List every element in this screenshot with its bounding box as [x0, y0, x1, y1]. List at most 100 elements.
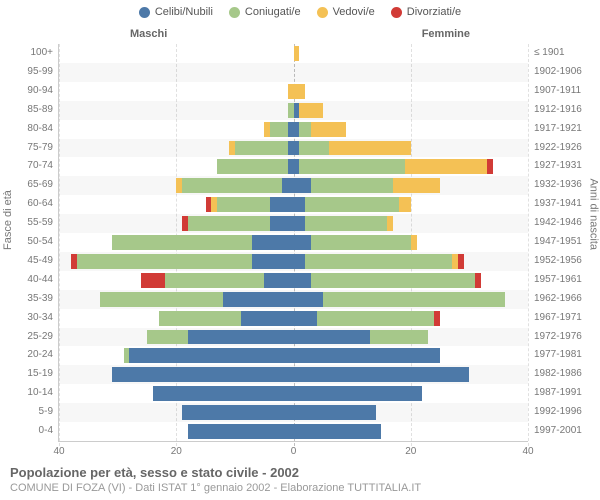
bar-segment: [393, 178, 440, 193]
bar-segment: [305, 197, 399, 212]
bar-segment: [405, 159, 487, 174]
age-label: 90-94: [27, 82, 59, 101]
bar-female: [294, 424, 529, 439]
age-row: 80-841917-1921: [59, 120, 528, 139]
age-row: 55-591942-1946: [59, 214, 528, 233]
birth-year-label: 1967-1971: [528, 309, 582, 328]
birth-year-label: 1997-2001: [528, 422, 582, 441]
legend-item: Vedovi/e: [317, 6, 375, 18]
bar-female: [294, 65, 529, 80]
bar-female: [294, 311, 529, 326]
age-label: 80-84: [27, 120, 59, 139]
chart-footer: Popolazione per età, sesso e stato civil…: [10, 465, 590, 494]
bar-segment: [294, 292, 323, 307]
age-row: 5-91992-1996: [59, 403, 528, 422]
bar-segment: [252, 235, 293, 250]
bar-male: [59, 273, 294, 288]
legend-label: Coniugati/e: [245, 6, 301, 18]
y-axis-left-title: Fasce di età: [2, 190, 14, 250]
bar-female: [294, 159, 529, 174]
age-row: 65-691932-1936: [59, 176, 528, 195]
bar-segment: [182, 178, 282, 193]
bar-male: [59, 235, 294, 250]
bar-female: [294, 122, 529, 137]
bar-segment: [329, 141, 411, 156]
bar-male: [59, 65, 294, 80]
bar-segment: [487, 159, 493, 174]
chart-title: Popolazione per età, sesso e stato civil…: [10, 465, 590, 480]
bar-segment: [299, 122, 311, 137]
legend-item: Celibi/Nubili: [139, 6, 213, 18]
bar-male: [59, 159, 294, 174]
legend: Celibi/Nubili Coniugati/e Vedovi/e Divorzia…: [0, 6, 600, 21]
bar-male: [59, 197, 294, 212]
age-label: 5-9: [39, 403, 59, 422]
bar-female: [294, 235, 529, 250]
bar-segment: [223, 292, 293, 307]
x-tick-label: 20: [405, 441, 416, 457]
age-row: 85-891912-1916: [59, 101, 528, 120]
bar-segment: [311, 235, 411, 250]
age-label: 10-14: [27, 384, 59, 403]
bar-segment: [165, 273, 265, 288]
bar-female: [294, 348, 529, 363]
birth-year-label: 1907-1911: [528, 82, 581, 101]
bar-segment: [294, 348, 441, 363]
bar-segment: [217, 197, 270, 212]
birth-year-label: 1982-1986: [528, 365, 582, 384]
bar-male: [59, 386, 294, 401]
bar-segment: [282, 178, 294, 193]
bar-female: [294, 292, 529, 307]
age-row: 95-991902-1906: [59, 63, 528, 82]
birth-year-label: ≤ 1901: [528, 44, 565, 63]
bar-segment: [305, 254, 452, 269]
female-header: Femmine: [422, 28, 470, 40]
legend-label: Vedovi/e: [333, 6, 375, 18]
age-row: 25-291972-1976: [59, 328, 528, 347]
bar-segment: [311, 178, 393, 193]
bar-male: [59, 178, 294, 193]
bar-segment: [299, 141, 328, 156]
bar-male: [59, 122, 294, 137]
birth-year-label: 1912-1916: [528, 101, 582, 120]
birth-year-label: 1952-1956: [528, 252, 582, 271]
bar-segment: [323, 292, 505, 307]
bar-segment: [299, 159, 405, 174]
bar-male: [59, 254, 294, 269]
legend-swatch: [139, 7, 150, 18]
bar-male: [59, 367, 294, 382]
legend-swatch: [229, 7, 240, 18]
birth-year-label: 1917-1921: [528, 120, 582, 139]
bar-segment: [153, 386, 294, 401]
bar-female: [294, 46, 529, 61]
bar-segment: [235, 141, 288, 156]
age-label: 40-44: [27, 271, 59, 290]
bar-female: [294, 197, 529, 212]
bar-segment: [294, 273, 312, 288]
bar-segment: [129, 348, 293, 363]
birth-year-label: 1902-1906: [528, 63, 582, 82]
bar-male: [59, 141, 294, 156]
bar-segment: [299, 103, 322, 118]
bar-segment: [270, 197, 293, 212]
bar-segment: [294, 405, 376, 420]
bar-female: [294, 405, 529, 420]
bar-segment: [112, 367, 294, 382]
bar-segment: [188, 330, 294, 345]
age-label: 75-79: [27, 139, 59, 158]
age-label: 50-54: [27, 233, 59, 252]
bar-segment: [100, 292, 223, 307]
age-label: 15-19: [27, 365, 59, 384]
bar-female: [294, 141, 529, 156]
age-label: 100+: [30, 44, 59, 63]
bar-female: [294, 103, 529, 118]
bar-female: [294, 367, 529, 382]
male-header: Maschi: [130, 28, 167, 40]
y-axis-right-title: Anni di nascita: [588, 178, 600, 250]
bar-segment: [241, 311, 294, 326]
bar-male: [59, 311, 294, 326]
legend-item: Divorziati/e: [391, 6, 461, 18]
bar-female: [294, 273, 529, 288]
age-label: 0-4: [39, 422, 59, 441]
bar-segment: [188, 424, 294, 439]
